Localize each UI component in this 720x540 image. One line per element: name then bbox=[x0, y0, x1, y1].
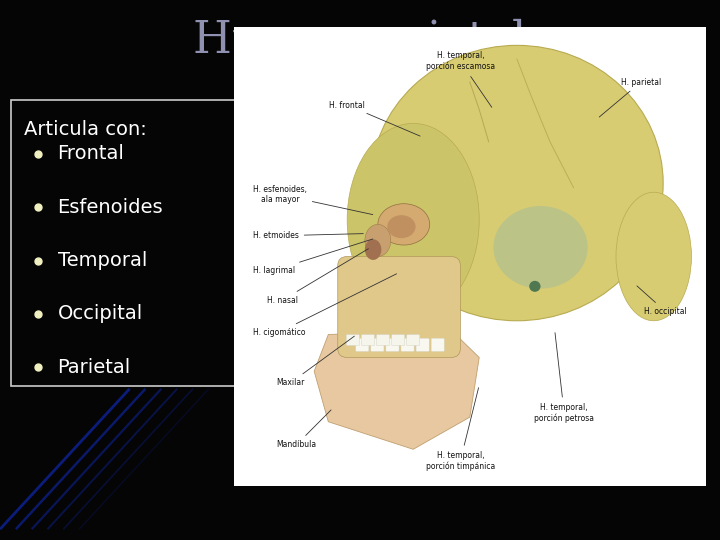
Text: H. esfenoides,
ala mayor: H. esfenoides, ala mayor bbox=[253, 185, 373, 214]
FancyBboxPatch shape bbox=[371, 338, 384, 352]
Ellipse shape bbox=[387, 215, 415, 238]
FancyBboxPatch shape bbox=[356, 338, 369, 352]
Ellipse shape bbox=[616, 192, 691, 321]
Text: H. lagrimal: H. lagrimal bbox=[253, 239, 373, 275]
Ellipse shape bbox=[404, 259, 451, 291]
Text: H. frontal: H. frontal bbox=[329, 100, 420, 136]
Text: H. temporal,
porción escamosa: H. temporal, porción escamosa bbox=[426, 51, 495, 107]
FancyBboxPatch shape bbox=[392, 334, 405, 346]
Text: H. temporal,
porción petrosa: H. temporal, porción petrosa bbox=[534, 333, 594, 423]
Text: H. temporal,
porción timpánica: H. temporal, porción timpánica bbox=[426, 388, 495, 471]
Ellipse shape bbox=[371, 45, 663, 321]
Text: Articula con:: Articula con: bbox=[24, 120, 146, 139]
Text: Parietal: Parietal bbox=[58, 357, 131, 377]
FancyBboxPatch shape bbox=[346, 334, 359, 346]
FancyBboxPatch shape bbox=[361, 334, 374, 346]
FancyBboxPatch shape bbox=[11, 100, 252, 386]
FancyBboxPatch shape bbox=[401, 338, 414, 352]
Text: Esfenoides: Esfenoides bbox=[58, 198, 163, 217]
Text: Occipital: Occipital bbox=[58, 305, 143, 323]
Ellipse shape bbox=[378, 204, 430, 245]
FancyBboxPatch shape bbox=[338, 256, 460, 357]
Text: Mandíbula: Mandíbula bbox=[276, 410, 331, 449]
FancyBboxPatch shape bbox=[431, 338, 444, 352]
Ellipse shape bbox=[493, 206, 588, 288]
FancyBboxPatch shape bbox=[386, 338, 399, 352]
Circle shape bbox=[529, 281, 541, 292]
FancyBboxPatch shape bbox=[377, 334, 390, 346]
FancyBboxPatch shape bbox=[407, 334, 420, 346]
Polygon shape bbox=[314, 330, 480, 449]
FancyBboxPatch shape bbox=[416, 338, 429, 352]
Text: H. occipital: H. occipital bbox=[637, 286, 687, 316]
Text: Hueso parietal: Hueso parietal bbox=[194, 19, 526, 62]
Text: H. cigomático: H. cigomático bbox=[253, 274, 397, 337]
Text: H. etmoides: H. etmoides bbox=[253, 231, 364, 240]
Ellipse shape bbox=[365, 224, 391, 256]
Text: H. parietal: H. parietal bbox=[599, 78, 661, 117]
Ellipse shape bbox=[347, 124, 480, 316]
Ellipse shape bbox=[365, 239, 382, 260]
Text: H. nasal: H. nasal bbox=[267, 249, 369, 305]
Text: Maxilar: Maxilar bbox=[276, 336, 354, 387]
Text: Frontal: Frontal bbox=[58, 144, 125, 164]
Text: Temporal: Temporal bbox=[58, 251, 147, 270]
